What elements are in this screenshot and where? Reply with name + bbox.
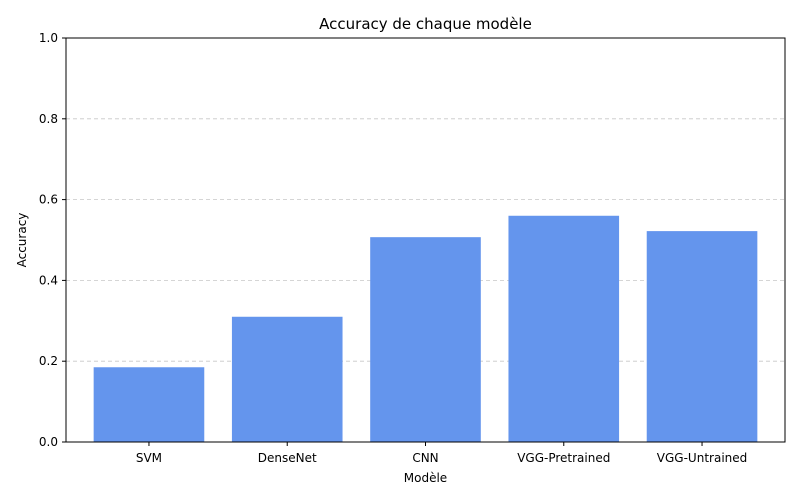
bars (93, 215, 758, 442)
chart-title: Accuracy de chaque modèle (319, 15, 532, 33)
bar-svm (93, 367, 205, 442)
bar-cnn (370, 237, 481, 442)
bar-densenet (231, 316, 343, 442)
y-tick-label: 1.0 (39, 31, 58, 45)
y-tick-label: 0.6 (39, 193, 58, 207)
y-axis-title: Accuracy (15, 213, 29, 268)
y-tick-label: 0.4 (39, 273, 58, 287)
y-tick-label: 0.2 (39, 354, 58, 368)
x-axis-title: Modèle (404, 471, 447, 485)
bar-vgg-pretrained (508, 215, 620, 442)
x-tick-label: SVM (136, 451, 162, 465)
x-axis-ticks: SVM DenseNet CNN VGG-Pretrained VGG-Untraine… (136, 442, 747, 465)
y-tick-label: 0.0 (39, 435, 58, 449)
x-tick-label: CNN (412, 451, 438, 465)
x-tick-label: DenseNet (258, 451, 317, 465)
y-axis-ticks: 0.0 0.2 0.4 0.6 0.8 1.0 (39, 31, 66, 449)
x-tick-label: VGG-Untrained (657, 451, 747, 465)
bar-vgg-untrained (646, 231, 758, 442)
x-tick-label: VGG-Pretrained (517, 451, 610, 465)
y-tick-label: 0.8 (39, 112, 58, 126)
